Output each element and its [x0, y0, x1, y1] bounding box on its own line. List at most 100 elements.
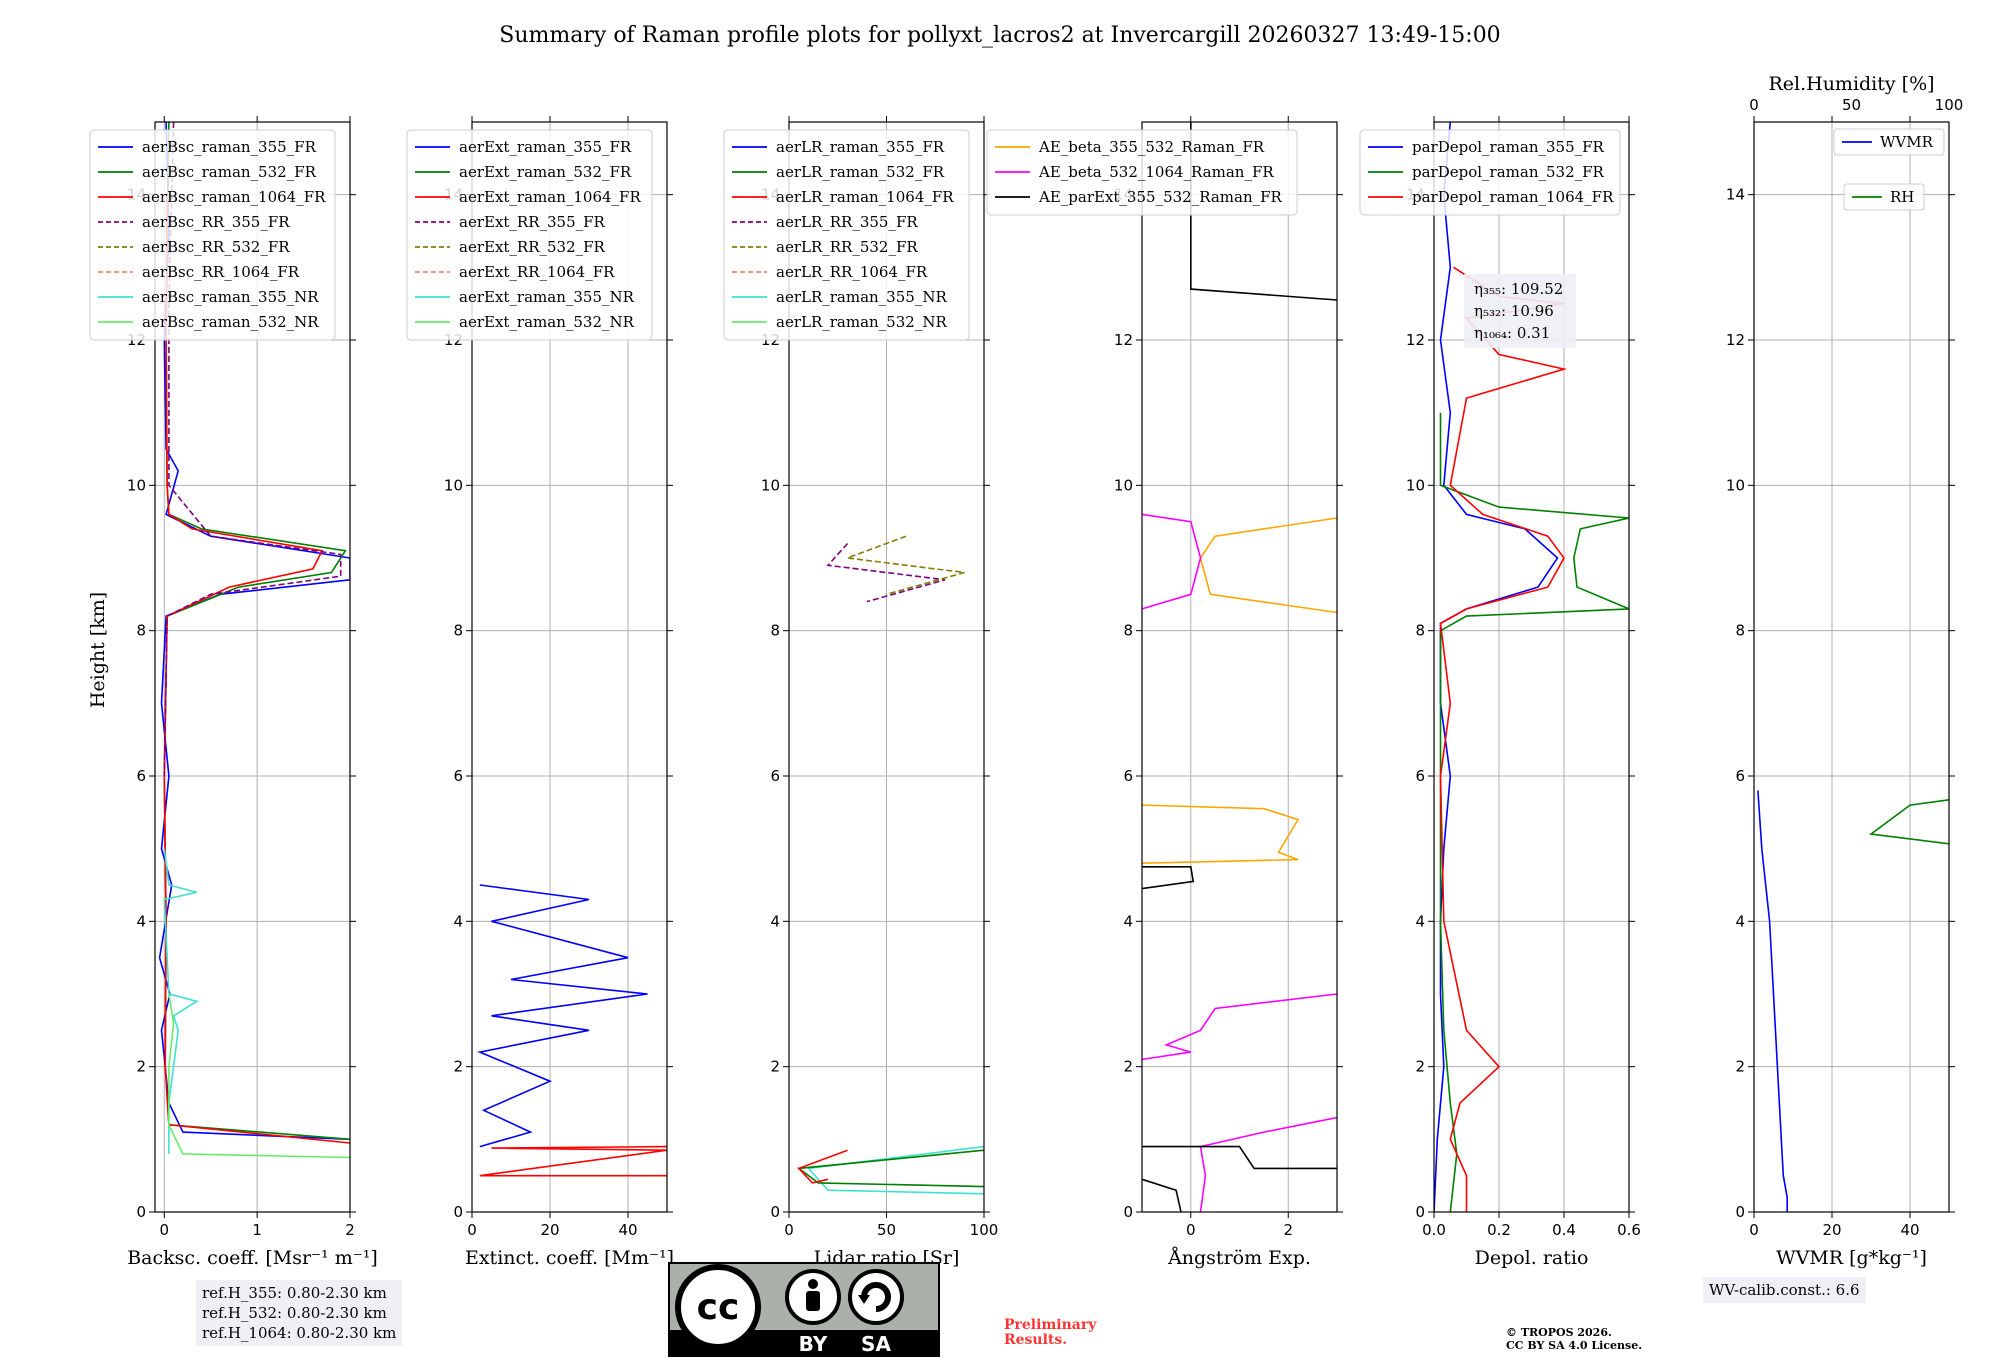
y-tick-label: 4 — [453, 912, 463, 930]
y-tick-label: 10 — [1114, 476, 1133, 494]
ref-h-355: ref.H_355: 0.80-2.30 km — [202, 1284, 387, 1302]
axes-frame — [1141, 121, 1338, 1213]
by-label: BY — [799, 1332, 828, 1356]
x-tick-label: 2 — [1283, 1221, 1293, 1239]
series-aerBsc_raman_355_NR — [163, 848, 199, 1154]
top-x-tick-label: 50 — [1842, 96, 1861, 114]
y-tick-label: 2 — [1123, 1058, 1133, 1076]
legend-label: aerLR_raman_355_NR — [776, 288, 947, 306]
y-tick-label: 6 — [1415, 767, 1425, 785]
series-AE_parExt_355_532_Raman_FR_b — [1142, 1145, 1337, 1170]
x-tick-label: 40 — [618, 1221, 637, 1239]
legend-label: aerExt_RR_1064_FR — [459, 263, 615, 281]
y-tick-label: 2 — [1735, 1058, 1745, 1076]
legend-label: aerExt_raman_532_NR — [459, 313, 635, 331]
y-tick-label: 10 — [444, 476, 463, 494]
y-tick-label: 0 — [453, 1203, 463, 1221]
legend-label: aerBsc_raman_532_NR — [142, 313, 319, 331]
legend-label: aerExt_RR_532_FR — [459, 238, 606, 256]
preliminary-line1: Preliminary — [1004, 1317, 1097, 1333]
series-parDepol_raman_1064_FR — [1439, 266, 1568, 1212]
series-group — [477, 884, 667, 1177]
y-tick-label: 6 — [770, 767, 780, 785]
legend-label: aerBsc_raman_532_FR — [142, 163, 317, 181]
x-tick-label: 20 — [1822, 1221, 1841, 1239]
y-tick-label: 4 — [770, 912, 780, 930]
y-tick-label: 2 — [136, 1058, 146, 1076]
cc-by-sa-logo: cc BY SA — [668, 1262, 940, 1357]
series-WVMR — [1757, 790, 1788, 1212]
legend-box — [89, 129, 336, 341]
legend-label: aerLR_RR_532_FR — [776, 238, 918, 256]
series-aerLR_raman_355_NR — [806, 1145, 984, 1195]
annotation-line: η₁₀₆₄: 0.31 — [1474, 324, 1550, 342]
cc-icon — [675, 1264, 761, 1350]
ref-h-532: ref.H_532: 0.80-2.30 km — [202, 1304, 387, 1322]
series-aerLR_raman_1064_FR — [797, 1149, 848, 1184]
series-AE_beta_532_1064_Raman_FR_bottom — [1199, 1116, 1337, 1212]
y-tick-label: 0 — [1415, 1203, 1425, 1221]
copyright-line2: CC BY SA 4.0 License. — [1506, 1339, 1643, 1352]
preliminary-note: Preliminary Results. — [1004, 1318, 1096, 1348]
legend-label: aerLR_raman_532_NR — [776, 313, 947, 331]
legend-label: aerBsc_RR_1064_FR — [142, 263, 300, 281]
y-tick-label: 10 — [1406, 476, 1425, 494]
series-aerExt_raman_355_FR_upper — [479, 1145, 667, 1177]
legend-label: AE_beta_355_532_Raman_FR — [1038, 138, 1265, 156]
legend-box — [986, 129, 1298, 216]
x-tick-label: 0 — [1186, 1221, 1196, 1239]
series-AE_beta_355_532_Raman_FR — [1199, 517, 1337, 614]
x-tick-label: 0.0 — [1422, 1221, 1446, 1239]
x-tick-label: 2 — [345, 1221, 355, 1239]
panels-group: 02468101214012Backsc. coeff. [Msr⁻¹ m⁻¹]… — [89, 73, 1963, 1269]
y-tick-label: 6 — [453, 767, 463, 785]
x-tick-label: 0 — [1749, 1221, 1759, 1239]
y-tick-label: 10 — [127, 476, 146, 494]
x-tick-label: 0.4 — [1552, 1221, 1576, 1239]
legend-label: aerExt_raman_355_FR — [459, 138, 632, 156]
legend-box — [1833, 128, 1945, 156]
series-AE_beta_355_532_Raman_FR_mid — [1142, 804, 1300, 864]
ref-h-1064: ref.H_1064: 0.80-2.30 km — [202, 1324, 397, 1342]
x-axis-label: WVMR [g*kg⁻¹] — [1776, 1247, 1927, 1269]
legend-label: RH — [1890, 188, 1914, 206]
cc-text: cc — [697, 1287, 740, 1328]
y-tick-label: 6 — [1123, 767, 1133, 785]
x-axis-label: Backsc. coeff. [Msr⁻¹ m⁻¹] — [127, 1247, 378, 1269]
axes-frame — [471, 121, 668, 1213]
series-AE_beta_532_1064_Raman_FR_low — [1142, 993, 1337, 1061]
x-tick-label: 20 — [540, 1221, 559, 1239]
panel-ext: 0246810121402040Extinct. coeff. [Mm⁻¹]ae… — [406, 116, 674, 1269]
series-aerLR_RR_355_FR — [826, 542, 946, 603]
y-tick-label: 0 — [770, 1203, 780, 1221]
y-tick-label: 2 — [453, 1058, 463, 1076]
y-tick-label: 6 — [1735, 767, 1745, 785]
wv-calib-const: WV-calib.const.: 6.6 — [1709, 1281, 1860, 1299]
legend-label: AE_parExt_355_532_Raman_FR — [1038, 188, 1283, 206]
legend-label: aerExt_RR_355_FR — [459, 213, 606, 231]
legend-box — [1843, 183, 1925, 211]
series-group — [796, 535, 984, 1195]
series-aerLR_RR_532_FR — [847, 535, 965, 596]
series-group — [158, 122, 350, 1159]
legend-label: aerExt_raman_532_FR — [459, 163, 632, 181]
y-tick-label: 14 — [1726, 186, 1745, 204]
legend-label: aerBsc_raman_1064_FR — [142, 188, 326, 206]
panel-ae: 0246810121402Ångström Exp.AE_beta_355_53… — [986, 116, 1343, 1269]
top-x-tick-label: 0 — [1749, 96, 1759, 114]
legend-wv: WVMR RH — [1833, 128, 1945, 211]
annotation-box — [1464, 274, 1576, 348]
legend-label: aerExt_raman_355_NR — [459, 288, 635, 306]
x-axis-label: Ångström Exp. — [1167, 1247, 1311, 1269]
legend-label: aerBsc_RR_532_FR — [142, 238, 290, 256]
y-axis-label: Height [km] — [87, 592, 109, 708]
legend-label: parDepol_raman_355_FR — [1412, 138, 1605, 156]
axes-frame — [1433, 121, 1630, 1213]
x-tick-label: 0 — [160, 1221, 170, 1239]
series-RH — [1868, 799, 1949, 845]
top-axis-label: Rel.Humidity [%] — [1768, 73, 1934, 95]
legend-box — [1359, 129, 1621, 216]
legend-label: aerLR_RR_1064_FR — [776, 263, 928, 281]
y-tick-label: 12 — [1726, 331, 1745, 349]
